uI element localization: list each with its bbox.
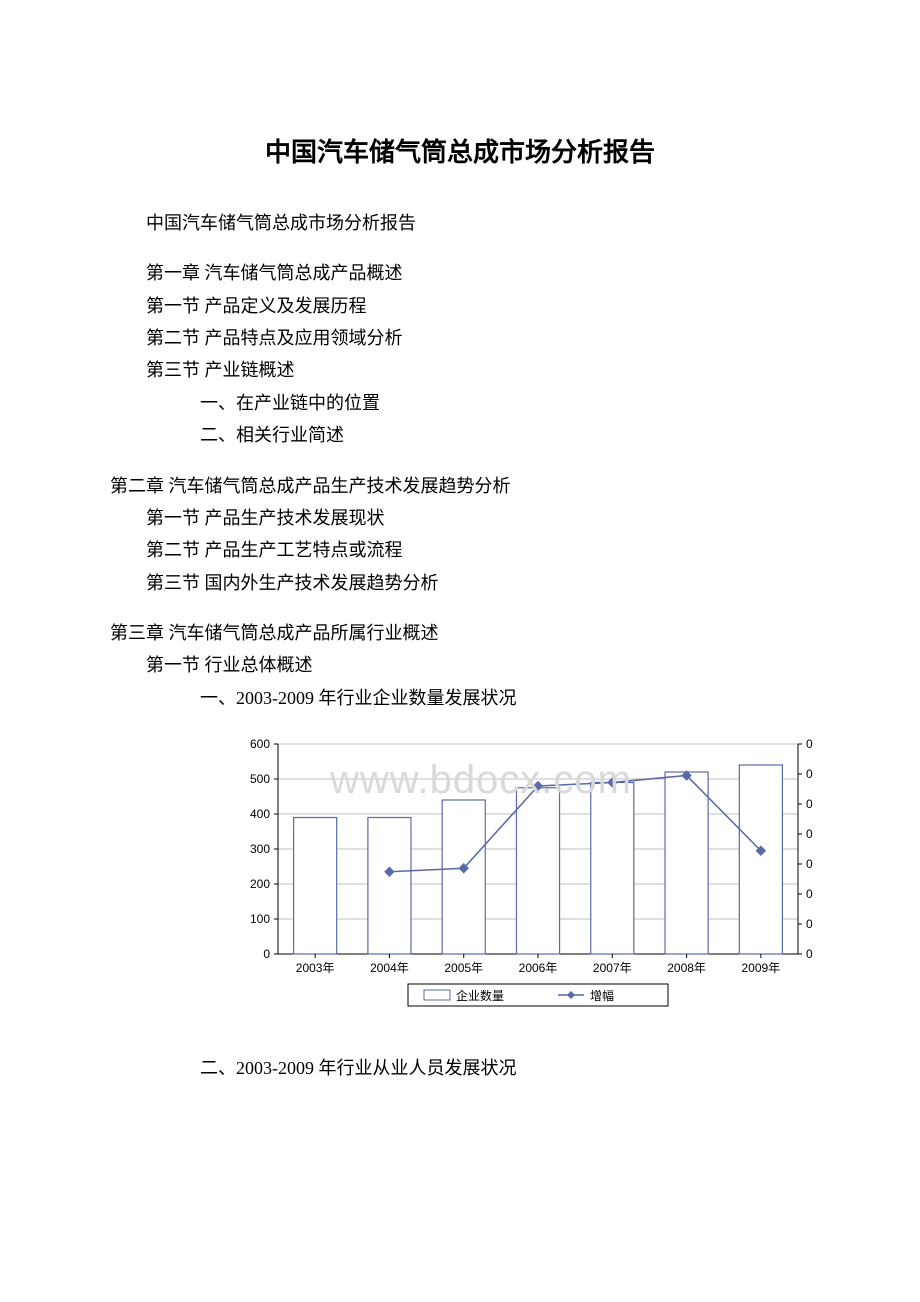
svg-text:0: 0 — [806, 857, 813, 871]
chart-svg: 0 100 200 300 400 500 600 0 0 0 0 0 0 0 0 2003年 2004年 200… — [220, 732, 840, 1022]
chapter-1-heading: 第一章 汽车储气筒总成产品概述 — [110, 257, 810, 289]
chapter-2-heading: 第二章 汽车储气筒总成产品生产技术发展趋势分析 — [110, 470, 810, 502]
svg-text:100: 100 — [250, 912, 270, 926]
enterprise-count-chart: www.bdocx.com 01002003004005006000000000… — [220, 732, 840, 1022]
chapter-3-section-1: 第一节 行业总体概述 — [110, 649, 810, 681]
chapter-2-block: 第二章 汽车储气筒总成产品生产技术发展趋势分析 第一节 产品生产技术发展现状 第… — [110, 470, 810, 600]
svg-text:500: 500 — [250, 772, 270, 786]
svg-text:2006年: 2006年 — [519, 961, 558, 975]
page-title: 中国汽车储气筒总成市场分析报告 — [110, 130, 810, 177]
svg-text:200: 200 — [250, 877, 270, 891]
svg-text:300: 300 — [250, 842, 270, 856]
chapter-3-section-1-item-1: 一、2003-2009 年行业企业数量发展状况 — [110, 682, 810, 714]
svg-text:2009年: 2009年 — [742, 961, 781, 975]
chapter-3-block: 第三章 汽车储气筒总成产品所属行业概述 第一节 行业总体概述 一、2003-20… — [110, 617, 810, 714]
svg-text:0: 0 — [806, 887, 813, 901]
subtitle-line: 中国汽车储气筒总成市场分析报告 — [110, 207, 810, 239]
svg-text:0: 0 — [806, 737, 813, 751]
chapter-1-section-1: 第一节 产品定义及发展历程 — [110, 290, 810, 322]
svg-text:2003年: 2003年 — [296, 961, 335, 975]
chapter-1-section-3: 第三节 产业链概述 — [110, 354, 810, 386]
chapter-3-section-1-item-2: 二、2003-2009 年行业从业人员发展状况 — [110, 1052, 810, 1084]
svg-text:企业数量: 企业数量 — [456, 988, 504, 1003]
svg-text:0: 0 — [263, 947, 270, 961]
chapter-2-section-3: 第三节 国内外生产技术发展趋势分析 — [110, 567, 810, 599]
document-page: 中国汽车储气筒总成市场分析报告 中国汽车储气筒总成市场分析报告 第一章 汽车储气… — [0, 0, 920, 1145]
chapter-3-heading: 第三章 汽车储气筒总成产品所属行业概述 — [110, 617, 810, 649]
chapter-2-section-2: 第二节 产品生产工艺特点或流程 — [110, 534, 810, 566]
chapter-1-section-3-item-2: 二、相关行业简述 — [110, 419, 810, 451]
svg-text:0: 0 — [806, 827, 813, 841]
svg-text:2005年: 2005年 — [444, 961, 483, 975]
svg-text:增幅: 增幅 — [590, 988, 614, 1003]
svg-text:2004年: 2004年 — [370, 961, 409, 975]
svg-text:0: 0 — [806, 947, 813, 961]
chapter-2-section-1: 第一节 产品生产技术发展现状 — [110, 502, 810, 534]
svg-text:0: 0 — [806, 767, 813, 781]
chapter-1-block: 第一章 汽车储气筒总成产品概述 第一节 产品定义及发展历程 第二节 产品特点及应… — [110, 257, 810, 451]
svg-text:2008年: 2008年 — [667, 961, 706, 975]
svg-text:600: 600 — [250, 737, 270, 751]
svg-text:0: 0 — [806, 917, 813, 931]
svg-text:2007年: 2007年 — [593, 961, 632, 975]
chapter-1-section-3-item-1: 一、在产业链中的位置 — [110, 387, 810, 419]
svg-text:400: 400 — [250, 807, 270, 821]
chapter-1-section-2: 第二节 产品特点及应用领域分析 — [110, 322, 810, 354]
svg-text:0: 0 — [806, 797, 813, 811]
